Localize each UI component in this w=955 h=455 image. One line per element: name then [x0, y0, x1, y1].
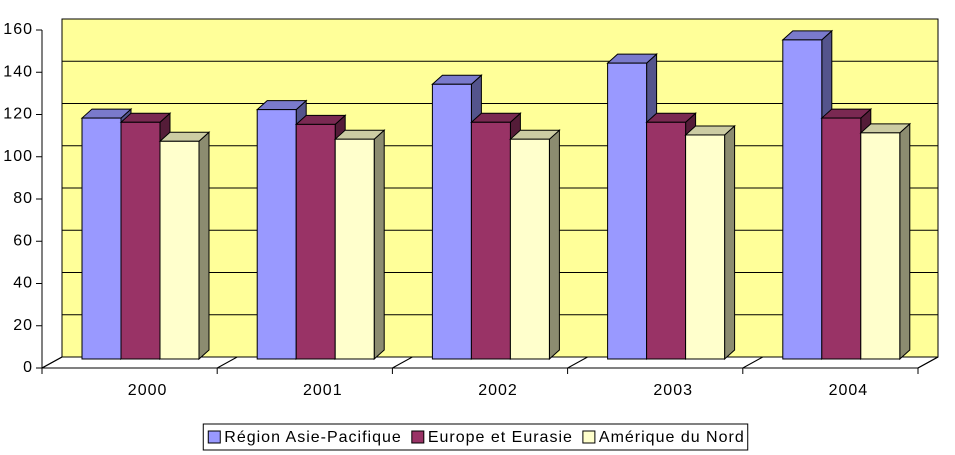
bar-front — [431, 83, 472, 360]
bar-side — [548, 129, 560, 361]
bar — [158, 131, 211, 361]
bar-front — [782, 39, 823, 360]
legend-box — [202, 423, 749, 451]
bar-front — [607, 62, 648, 360]
y-tick-label: 0 — [23, 359, 33, 376]
legend-swatch — [207, 430, 221, 444]
y-tick-label: 140 — [3, 63, 33, 80]
x-tick-label: 2004 — [829, 382, 869, 399]
legend-label: Amérique du Nord — [599, 429, 745, 446]
floor-grid-line — [216, 356, 238, 369]
y-tick-label: 120 — [3, 106, 33, 123]
bar-front — [295, 123, 336, 360]
x-tick-label: 2000 — [128, 382, 168, 399]
bar-front — [159, 140, 200, 360]
floor-grid-line — [41, 356, 63, 369]
y-tick-label: 20 — [13, 317, 33, 334]
bar-front — [334, 138, 375, 360]
bar-front — [685, 134, 726, 360]
bar — [859, 122, 912, 361]
floor-grid-line — [392, 356, 413, 369]
y-tick-label: 40 — [13, 275, 33, 292]
bar — [684, 124, 736, 361]
bar — [509, 129, 561, 361]
y-tick-label: 60 — [13, 232, 33, 249]
bar-front — [860, 132, 901, 360]
legend-label: Région Asie-Pacifique — [224, 429, 402, 446]
bar-front — [646, 121, 687, 360]
floor-grid-line — [742, 356, 764, 369]
bar-front — [81, 117, 122, 360]
bar-side — [899, 122, 911, 361]
legend-label: Europe et Eurasie — [428, 429, 573, 446]
bar-side — [724, 124, 736, 361]
legend-swatch — [582, 430, 596, 444]
bar-front — [120, 121, 161, 360]
floor-grid-line — [917, 356, 939, 369]
y-tick-label: 80 — [13, 190, 33, 207]
legend-swatch — [411, 430, 425, 444]
bar-side — [198, 131, 210, 361]
y-tick-label: 100 — [3, 148, 33, 165]
bar — [333, 129, 386, 361]
legend: Région Asie-Pacifique Europe et Eurasie Am… — [202, 423, 749, 451]
x-tick-label: 2003 — [653, 382, 693, 399]
x-tick-label: 2002 — [478, 382, 518, 399]
floor-grid-line — [567, 356, 588, 369]
bar-front — [256, 109, 297, 360]
x-tick-label: 2001 — [303, 382, 343, 399]
bar-front — [470, 121, 511, 360]
bar-front — [821, 117, 862, 360]
bar-side — [373, 129, 385, 361]
bar-front — [509, 138, 550, 360]
y-tick-label: 160 — [3, 21, 33, 38]
